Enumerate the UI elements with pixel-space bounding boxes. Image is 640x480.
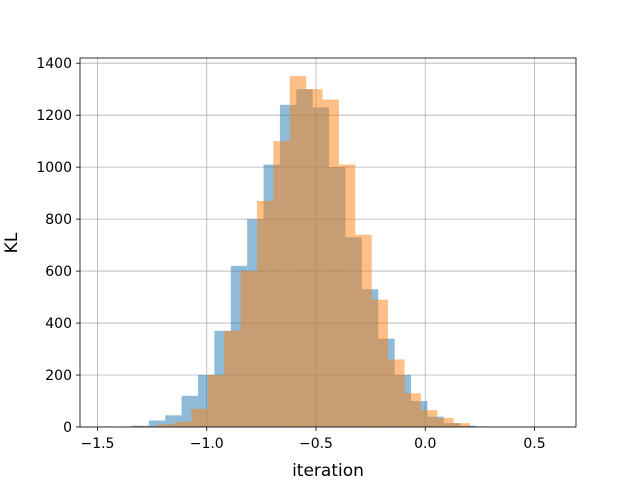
histogram-bar-series-2 (207, 375, 225, 427)
histogram-bar-series-2 (371, 299, 389, 427)
histogram-bar-series-2 (322, 99, 339, 428)
histogram-bar-series-2 (175, 421, 192, 427)
histogram-bar-series-2 (355, 234, 372, 427)
y-tick-label: 400 (45, 316, 72, 332)
y-tick-label: 800 (45, 212, 72, 228)
x-tick-label: −1.5 (80, 436, 114, 452)
axis-ticks: −1.5 −1.0 −0.5 0.0 0.5 0 200 400 600 800 1000 1200 1… (36, 56, 545, 452)
y-tick-label: 1400 (36, 56, 72, 72)
histogram-bar-series-1 (165, 415, 182, 427)
histogram-bar-series-2 (338, 164, 356, 428)
y-tick-label: 1200 (36, 108, 72, 124)
histogram-bar-series-2 (240, 271, 257, 427)
histogram-bar-series-2 (158, 424, 176, 427)
histogram-bar-series-2 (404, 393, 421, 427)
histogram-bar-series-2 (453, 423, 471, 427)
histogram-bar-series-2 (256, 200, 274, 427)
histogram-bar-series-1 (148, 420, 166, 427)
histogram-bar-series-2 (388, 359, 405, 427)
x-tick-label: −1.0 (190, 436, 224, 452)
y-tick-label: 1000 (36, 160, 72, 176)
x-axis-label: iteration (292, 461, 364, 480)
x-tick-label: −0.5 (299, 436, 333, 452)
histogram-bar-series-2 (289, 76, 307, 428)
histogram-bars (99, 76, 493, 428)
histogram-bar-series-2 (224, 330, 241, 427)
histogram-bar-series-2 (420, 410, 438, 427)
histogram-bar-series-2 (437, 417, 454, 427)
histogram-bar-series-2 (306, 89, 323, 427)
y-tick-label: 200 (45, 368, 72, 384)
x-tick-label: 0.5 (523, 436, 545, 452)
plot-frame (79, 57, 577, 428)
y-tick-label: 600 (45, 264, 72, 280)
y-axis-label: KL (2, 232, 22, 253)
y-tick-label: 0 (63, 420, 72, 436)
histogram-bar-series-2 (191, 408, 208, 427)
histogram-bar-series-2 (273, 141, 290, 428)
x-tick-label: 0.0 (414, 436, 436, 452)
